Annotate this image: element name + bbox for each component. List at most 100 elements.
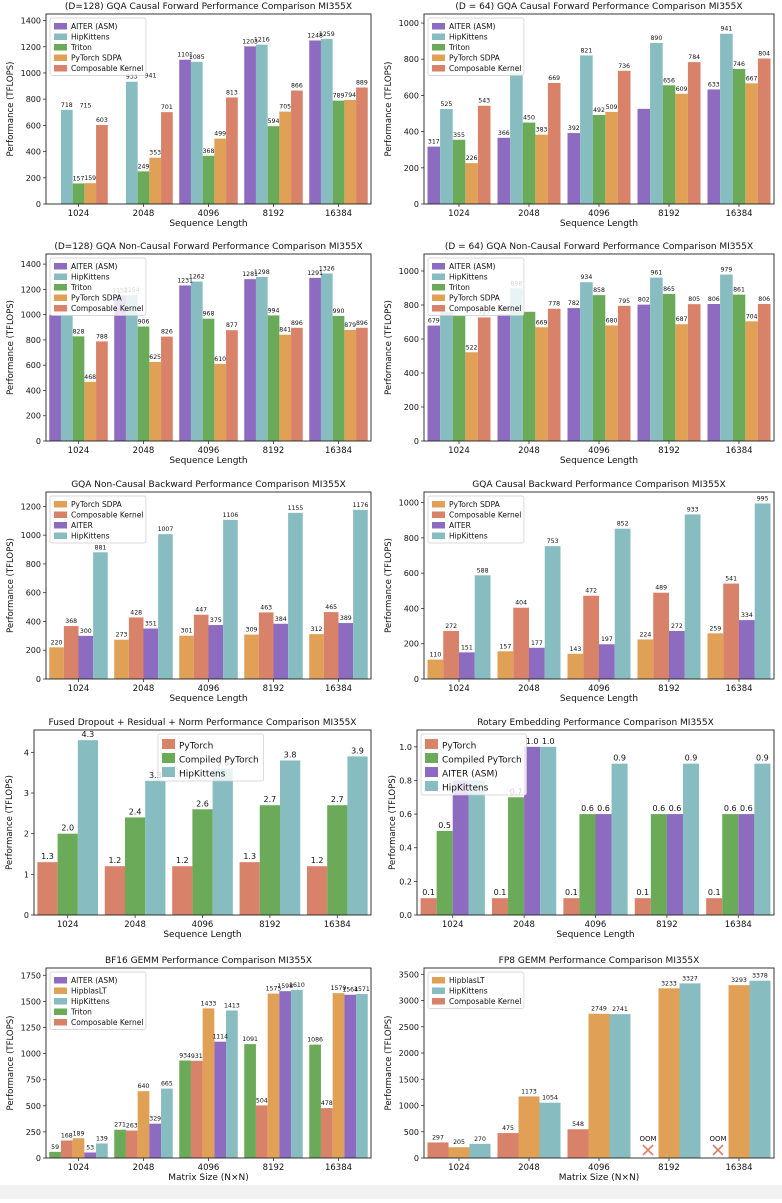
- bar-triton[interactable]: [137, 171, 150, 204]
- bar-triton[interactable]: [662, 293, 676, 441]
- bar-aiter-asm[interactable]: [595, 814, 612, 915]
- bar-hipkittens[interactable]: [161, 1088, 173, 1158]
- bar-pytorch-sdpa[interactable]: [114, 639, 129, 679]
- bar-aiter[interactable]: [208, 625, 224, 679]
- bar-aiter-asm[interactable]: [707, 89, 721, 204]
- bar-hipkittens[interactable]: [580, 282, 593, 441]
- bar-composable-kernel[interactable]: [291, 327, 303, 441]
- bar-pytorch[interactable]: [491, 898, 509, 915]
- bar-pytorch-sdpa[interactable]: [465, 352, 478, 441]
- bar-composable-kernel[interactable]: [513, 607, 529, 679]
- bar-hipkittens[interactable]: [611, 763, 628, 915]
- bar-composable-kernel[interactable]: [161, 112, 173, 204]
- bar-hipblaslt[interactable]: [518, 1096, 540, 1158]
- bar-triton[interactable]: [114, 1129, 126, 1158]
- bar-hipkittens[interactable]: [614, 528, 631, 679]
- bar-aiter-asm[interactable]: [637, 304, 651, 441]
- bar-composable-kernel[interactable]: [96, 341, 108, 441]
- bar-aiter[interactable]: [599, 644, 615, 679]
- bar-aiter[interactable]: [459, 652, 475, 679]
- bar-composable-kernel[interactable]: [356, 87, 368, 204]
- bar-triton[interactable]: [49, 1151, 61, 1158]
- bar-triton[interactable]: [244, 1044, 256, 1158]
- bar-composable-kernel[interactable]: [96, 124, 108, 204]
- bar-pytorch[interactable]: [239, 862, 260, 915]
- bar-hipblaslt[interactable]: [332, 993, 345, 1158]
- bar-triton[interactable]: [522, 122, 536, 204]
- bar-triton[interactable]: [267, 126, 280, 204]
- bar-pytorch-sdpa[interactable]: [745, 83, 758, 204]
- bar-pytorch[interactable]: [306, 866, 328, 915]
- bar-triton[interactable]: [202, 155, 215, 204]
- bar-composable-kernel[interactable]: [547, 308, 561, 441]
- bar-composable-kernel[interactable]: [161, 336, 173, 441]
- bar-aiter-asm[interactable]: [524, 746, 541, 915]
- bar-pytorch-sdpa[interactable]: [279, 111, 292, 204]
- bar-composable-kernel[interactable]: [653, 592, 669, 679]
- bar-hipblaslt[interactable]: [267, 993, 280, 1158]
- bar-composable-kernel[interactable]: [190, 1060, 203, 1158]
- bar-triton[interactable]: [732, 294, 746, 441]
- bar-compiled-pytorch[interactable]: [327, 805, 348, 915]
- bar-aiter[interactable]: [143, 628, 159, 679]
- bar-hipkittens[interactable]: [223, 519, 238, 679]
- bar-triton[interactable]: [72, 183, 85, 204]
- bar-hipblaslt[interactable]: [728, 985, 750, 1158]
- bar-pytorch[interactable]: [420, 898, 437, 915]
- bar-compiled-pytorch[interactable]: [650, 814, 667, 915]
- bar-hipkittens[interactable]: [190, 61, 203, 204]
- bar-composable-kernel[interactable]: [547, 82, 561, 204]
- bar-triton[interactable]: [452, 316, 466, 441]
- bar-composable-kernel[interactable]: [258, 612, 274, 679]
- bar-hipkittens[interactable]: [720, 33, 733, 204]
- bar-hipkittens[interactable]: [125, 81, 138, 204]
- bar-triton[interactable]: [332, 315, 345, 441]
- bar-pytorch-sdpa[interactable]: [707, 633, 724, 679]
- bar-pytorch-sdpa[interactable]: [605, 111, 618, 204]
- bar-hipkittens[interactable]: [679, 983, 701, 1158]
- bar-composable-kernel[interactable]: [193, 614, 209, 679]
- bar-triton[interactable]: [137, 326, 150, 441]
- bar-hipblaslt[interactable]: [658, 988, 680, 1158]
- bar-triton[interactable]: [332, 100, 345, 204]
- bar-hipkittens[interactable]: [320, 273, 333, 441]
- bar-hipkittens[interactable]: [469, 1143, 491, 1158]
- bar-composable-kernel[interactable]: [356, 327, 368, 441]
- bar-pytorch[interactable]: [37, 862, 58, 915]
- bar-triton[interactable]: [452, 139, 466, 204]
- bar-aiter-asm[interactable]: [707, 303, 721, 441]
- bar-triton[interactable]: [732, 69, 746, 204]
- bar-compiled-pytorch[interactable]: [259, 805, 281, 915]
- bar-triton[interactable]: [72, 336, 85, 441]
- bar-pytorch-sdpa[interactable]: [675, 324, 688, 441]
- bar-pytorch[interactable]: [104, 866, 125, 915]
- bar-hipkittens[interactable]: [255, 44, 268, 205]
- bar-aiter-asm[interactable]: [452, 780, 469, 915]
- bar-triton[interactable]: [522, 311, 536, 441]
- bar-composable-kernel[interactable]: [443, 631, 459, 679]
- bar-composable-kernel[interactable]: [255, 1105, 268, 1158]
- bar-composable-kernel[interactable]: [497, 1133, 519, 1158]
- bar-hipkittens[interactable]: [749, 980, 771, 1158]
- bar-composable-kernel[interactable]: [60, 1140, 73, 1158]
- bar-hipkittens[interactable]: [77, 740, 99, 915]
- bar-hipkittens[interactable]: [320, 39, 333, 204]
- bar-hipblaslt[interactable]: [137, 1091, 150, 1158]
- bar-hipkittens[interactable]: [96, 1143, 108, 1158]
- bar-hipblaslt[interactable]: [202, 1008, 215, 1158]
- bar-hipkittens[interactable]: [510, 73, 523, 204]
- bar-pytorch-sdpa[interactable]: [465, 163, 478, 204]
- bar-aiter-asm[interactable]: [427, 146, 441, 204]
- bar-hipkittens[interactable]: [650, 42, 663, 205]
- bar-triton[interactable]: [592, 114, 606, 204]
- bar-pytorch-sdpa[interactable]: [149, 362, 162, 441]
- bar-hipkittens[interactable]: [440, 311, 453, 441]
- bar-hipkittens[interactable]: [356, 993, 368, 1158]
- bar-pytorch[interactable]: [172, 866, 193, 915]
- bar-aiter[interactable]: [739, 620, 755, 679]
- bar-pytorch-sdpa[interactable]: [605, 325, 618, 441]
- bar-hipkittens[interactable]: [145, 780, 166, 915]
- bar-aiter-asm[interactable]: [567, 308, 581, 441]
- bar-aiter-asm[interactable]: [637, 108, 651, 204]
- bar-aiter-asm[interactable]: [497, 314, 511, 441]
